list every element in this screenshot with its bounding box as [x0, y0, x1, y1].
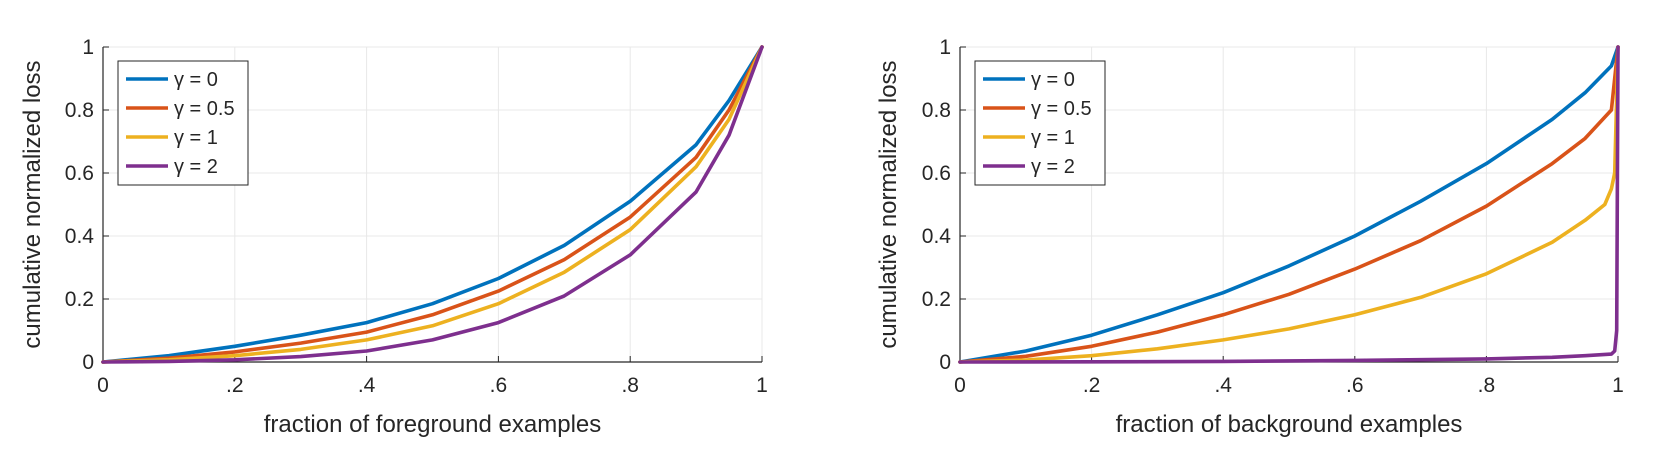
y-axis-label: cumulative normalized loss: [19, 60, 46, 348]
x-tick-label-3: .6: [490, 374, 508, 397]
legend-label-1: γ = 0.5: [174, 98, 235, 120]
x-axis-label: fraction of background examples: [1116, 411, 1463, 438]
x-tick-label-5: 1: [756, 374, 768, 397]
series-line-3: [101, 45, 764, 364]
series-line-3: [958, 45, 1620, 364]
y-tick-label-2: 0.4: [922, 225, 952, 248]
series-line-2: [101, 45, 764, 364]
y-tick-label-3: 0.6: [65, 162, 94, 185]
y-tick-label-5: 1: [82, 36, 94, 59]
y-tick-label-5: 1: [939, 36, 951, 59]
legend: γ = 0 γ = 0.5 γ = 1 γ = 2: [974, 60, 1106, 186]
x-tick-label-0: 0: [954, 374, 966, 397]
x-tick-label-1: .2: [226, 374, 244, 397]
legend-label-0: γ = 0: [174, 69, 218, 91]
series-line-2: [958, 45, 1620, 364]
y-tick-label-4: 0.8: [922, 99, 951, 122]
x-tick-label-3: .6: [1346, 374, 1364, 397]
y-tick-label-4: 0.8: [65, 99, 94, 122]
y-axis-label: cumulative normalized loss: [875, 60, 902, 348]
x-tick-label-2: .4: [1214, 374, 1232, 397]
series-group: [958, 45, 1620, 364]
series-line-1: [958, 45, 1620, 364]
x-tick-label-4: .8: [1478, 374, 1496, 397]
y-tick-label-1: 0.2: [922, 288, 951, 311]
y-tick-label-3: 0.6: [922, 162, 951, 185]
y-tick-label-1: 0.2: [65, 288, 94, 311]
x-tick-label-2: .4: [358, 374, 376, 397]
series-line-0: [101, 45, 764, 364]
x-tick-label-1: .2: [1083, 374, 1101, 397]
y-tick-label-0: 0: [82, 351, 94, 374]
y-tick-label-2: 0.4: [65, 225, 95, 248]
x-tick-label-4: .8: [621, 374, 639, 397]
series-line-1: [101, 45, 764, 364]
legend-label-2: γ = 1: [174, 127, 218, 149]
x-tick-label-5: 1: [1612, 374, 1624, 397]
series-group: [101, 45, 764, 364]
legend: γ = 0 γ = 0.5 γ = 1 γ = 2: [117, 60, 249, 186]
legend-label-0: γ = 0: [1031, 69, 1075, 91]
series-line-0: [958, 45, 1620, 364]
x-tick-label-0: 0: [97, 374, 109, 397]
x-axis-label: fraction of foreground examples: [264, 411, 602, 438]
legend-label-1: γ = 0.5: [1031, 98, 1092, 120]
legend-label-3: γ = 2: [1031, 156, 1075, 178]
legend-label-3: γ = 2: [174, 156, 218, 178]
legend-label-2: γ = 1: [1031, 127, 1075, 149]
y-tick-label-0: 0: [939, 351, 951, 374]
